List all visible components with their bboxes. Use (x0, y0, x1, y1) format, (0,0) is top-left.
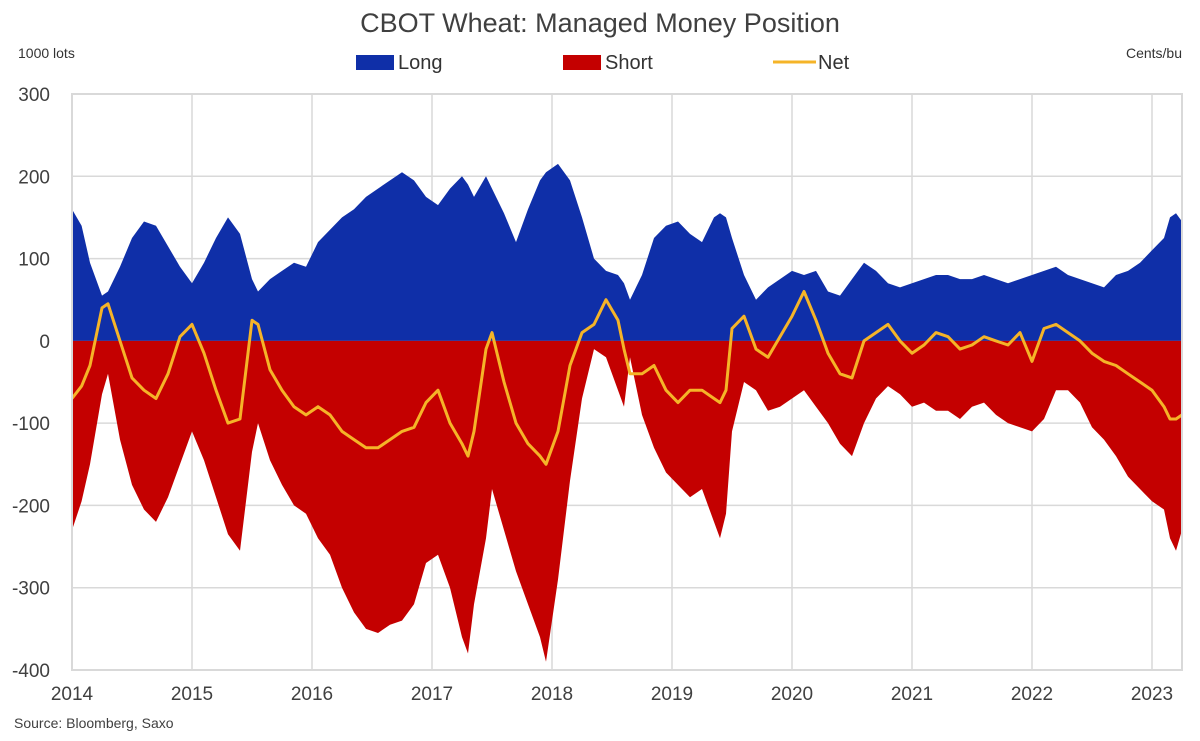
x-tick-label: 2015 (171, 684, 213, 705)
legend-long-swatch (356, 55, 394, 70)
left-axis-unit: 1000 lots (18, 45, 75, 61)
x-tick-label: 2018 (531, 684, 573, 705)
right-axis-unit: Cents/bu (1126, 45, 1182, 61)
y-tick-label: -100 (12, 414, 50, 435)
x-tick-label: 2022 (1011, 684, 1053, 705)
legend-net-label: Net (818, 52, 850, 74)
legend: Long Short Net (356, 52, 850, 74)
plot-areas (72, 163, 1182, 662)
x-axis-ticks: 2014 2015 2016 2017 2018 2019 2020 2021 2022 2023 (51, 684, 1173, 705)
y-tick-label: 300 (18, 85, 50, 106)
legend-short-label: Short (605, 52, 653, 74)
y-tick-label: -200 (12, 496, 50, 517)
x-tick-label: 2023 (1131, 684, 1173, 705)
y-tick-label: 100 (18, 250, 50, 271)
y-tick-label: -400 (12, 661, 50, 682)
x-tick-label: 2016 (291, 684, 333, 705)
legend-short-swatch (563, 55, 601, 70)
x-tick-label: 2019 (651, 684, 693, 705)
x-tick-label: 2021 (891, 684, 933, 705)
short-area (72, 340, 1182, 662)
chart-title: CBOT Wheat: Managed Money Position (360, 8, 840, 38)
net-line (70, 290, 1183, 466)
x-tick-label: 2014 (51, 684, 94, 705)
x-tick-label: 2017 (411, 684, 453, 705)
source-note: Source: Bloomberg, Saxo (14, 715, 174, 731)
plot-frame (71, 93, 1183, 671)
y-tick-label: 0 (39, 332, 50, 353)
plot-lines (70, 290, 1183, 466)
y-axis-ticks: 300 200 100 0 -100 -200 -300 -400 (12, 85, 50, 682)
y-tick-label: -300 (12, 579, 50, 600)
legend-long-label: Long (398, 52, 443, 74)
y-tick-label: 200 (18, 167, 50, 188)
long-area (72, 163, 1182, 341)
x-tick-label: 2020 (771, 684, 813, 705)
